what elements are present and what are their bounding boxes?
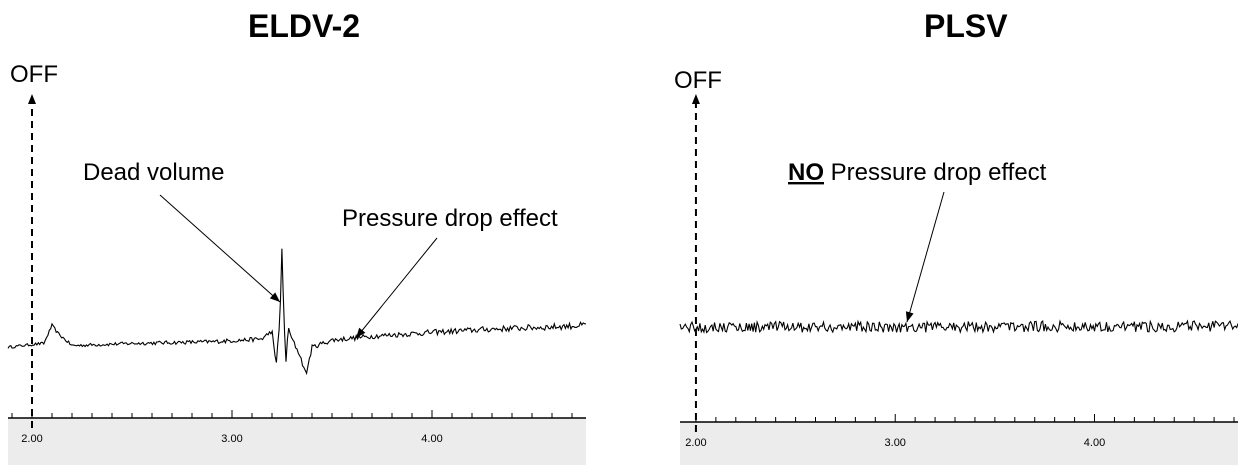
annotation-text: Pressure drop effect [824, 159, 1047, 186]
axis-band [680, 422, 1238, 465]
off-marker-arrowhead [28, 94, 36, 104]
x-tick-label: 3.00 [221, 433, 242, 445]
annotation-bold-text: NO [788, 159, 824, 186]
plsv-chart: 2.00 3.00 4.00 OFF NO Pressure drop effect [674, 67, 1238, 465]
annotation-arrowhead [905, 311, 914, 322]
annotation-arrow [906, 191, 945, 323]
annotation-arrowhead [269, 292, 280, 302]
annotation-arrow [355, 237, 438, 339]
chart-title: PLSV [924, 8, 1008, 44]
off-label: OFF [674, 67, 722, 94]
chart-title: ELDV-2 [248, 8, 361, 44]
data-line [7, 248, 587, 376]
annotation-label: Pressure drop effect [342, 205, 558, 232]
x-tick-label: 3.00 [885, 437, 906, 449]
annotation-arrow [159, 194, 281, 303]
off-marker-arrowhead [691, 94, 700, 104]
data-line [679, 319, 1238, 335]
x-tick-label: 2.00 [685, 437, 706, 449]
off-label: OFF [10, 61, 58, 88]
x-tick-label: 4.00 [1084, 437, 1105, 449]
annotation-label: Dead volume [83, 159, 224, 186]
x-tick-label: 4.00 [421, 433, 442, 445]
x-tick-label: 2.00 [21, 433, 42, 445]
plsv-panel: PLSV 2.00 3.00 4.00 OFF NO Pressure drop eff… [620, 0, 1238, 465]
eldv-panel: ELDV-2 2.00 3.00 4.00 OFF Dead volume Pressur… [0, 0, 600, 465]
eldv-chart: 2.00 3.00 4.00 OFF Dead volume Pressure drop … [7, 61, 587, 465]
axis-band [8, 418, 586, 465]
annotation-arrowhead [356, 327, 366, 338]
annotation-label: NO Pressure drop effect [788, 159, 1047, 186]
